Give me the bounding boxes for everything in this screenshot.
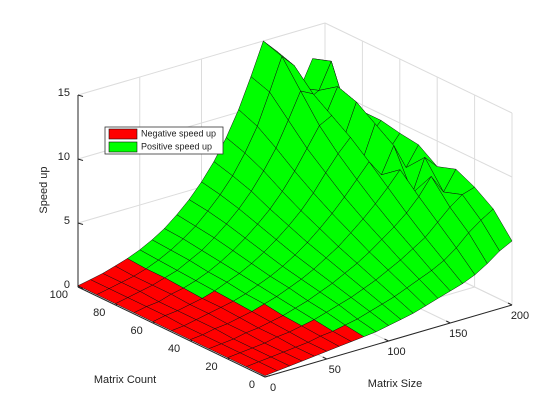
y-tick-label: 80 [93,307,105,319]
tick-mark [322,356,327,360]
y-axis-label: Matrix Count [94,374,156,386]
x-axis-label: Matrix Size [368,378,422,390]
surface [77,40,513,376]
y-tick-label: 0 [249,379,255,391]
grid-line [324,22,513,114]
tick-mark [446,320,451,324]
x-tick-label: 100 [387,346,405,358]
legend: Negative speed up Positive speed up [104,126,224,155]
legend-swatch [108,128,138,140]
z-tick-label: 15 [58,87,70,99]
x-tick-label: 50 [329,364,341,376]
y-tick-label: 20 [205,361,217,373]
z-tick-label: 10 [58,151,70,163]
legend-swatch [108,141,138,153]
tick-mark [260,374,266,378]
y-tick-label: 100 [50,289,68,301]
tick-mark [77,222,84,225]
z-axis-label: Speed up [38,166,50,213]
z-tick-label: 5 [64,215,70,227]
y-tick-label: 60 [131,325,143,337]
tick-mark [77,94,84,97]
tick-mark [384,338,389,342]
tick-mark [264,375,271,378]
legend-label: Negative speed up [141,128,216,138]
y-tick-label: 40 [168,343,180,355]
y-axis [77,286,266,378]
x-tick-label: 200 [511,310,529,322]
tick-mark [507,302,513,306]
x-tick-label: 0 [270,382,276,394]
surface-face [246,361,278,376]
tick-mark [77,158,84,161]
z-tick-label: 0 [64,279,70,291]
legend-label: Positive speed up [141,141,212,151]
x-tick-label: 150 [449,328,467,340]
